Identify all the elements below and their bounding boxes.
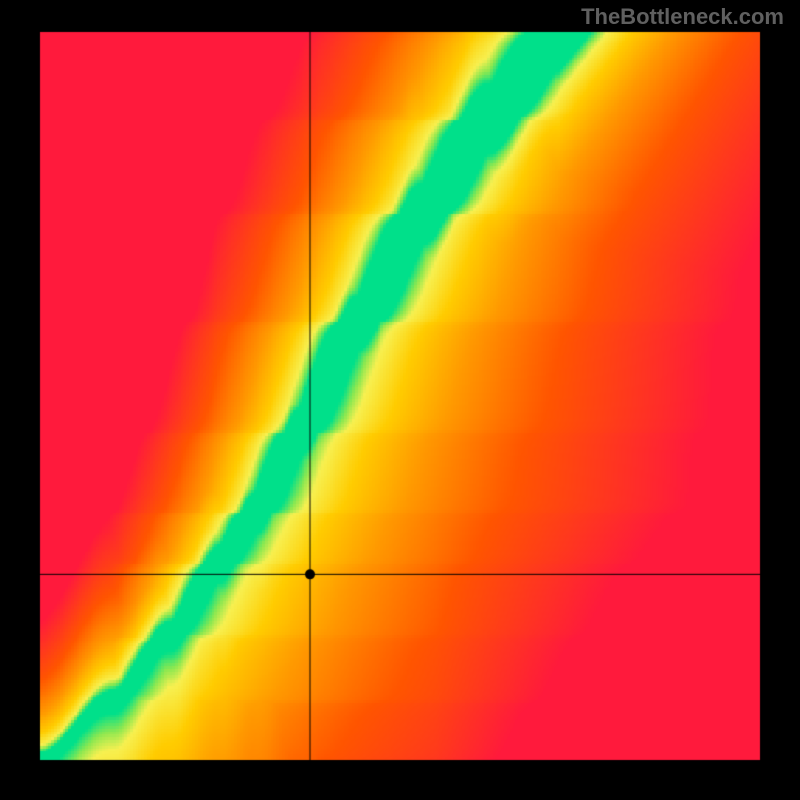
watermark-text: TheBottleneck.com [581,4,784,30]
heatmap-canvas [0,0,800,800]
chart-container: TheBottleneck.com [0,0,800,800]
